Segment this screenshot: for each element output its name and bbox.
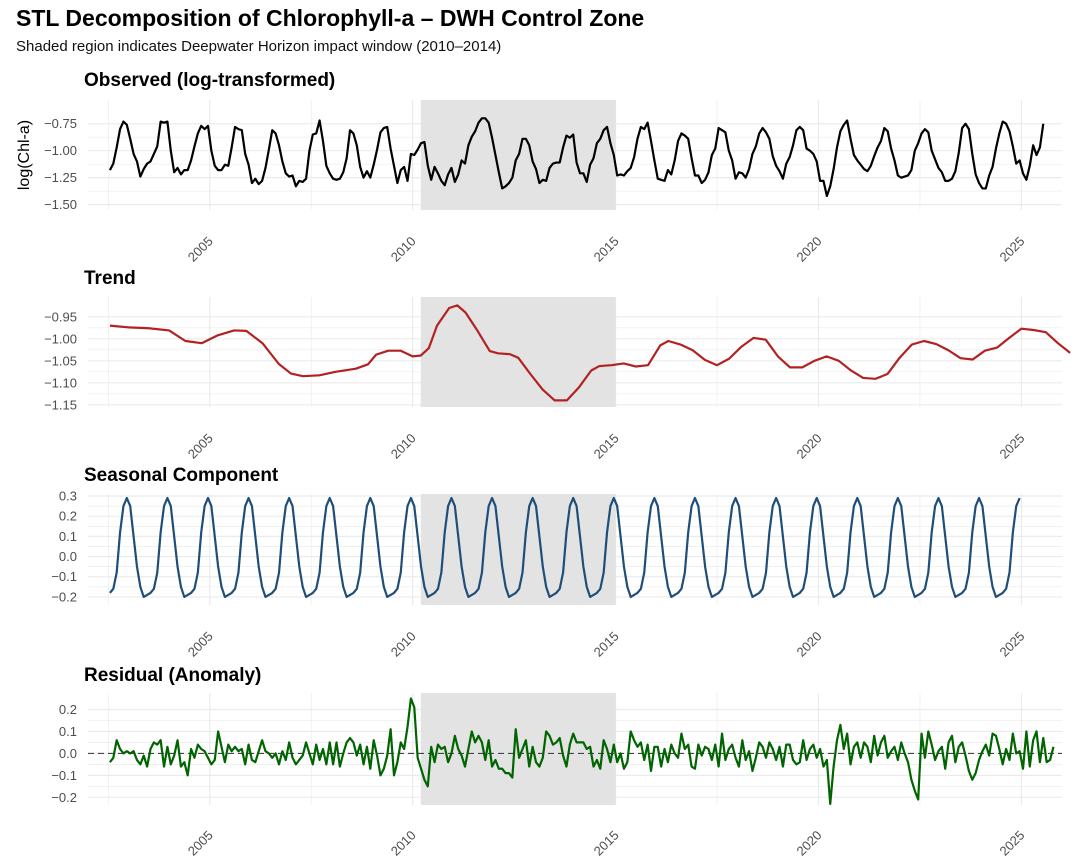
x-tick-label: 2025	[996, 629, 1027, 660]
x-tick-label: 2020	[794, 828, 825, 859]
x-tick-label: 2025	[996, 828, 1027, 859]
y-axis-label: log(Chl-a)	[16, 120, 33, 190]
y-tick-label: 0.2	[59, 509, 77, 524]
y-tick-label: −1.00	[44, 331, 77, 346]
x-tick-label: 2010	[388, 234, 419, 265]
x-tick-label: 2015	[591, 828, 622, 859]
panel-title: Trend	[84, 268, 136, 289]
y-tick-label: 0.0	[59, 549, 77, 564]
x-tick-label: 2010	[388, 431, 419, 462]
x-tick-label: 2005	[185, 234, 216, 265]
panel-title: Observed (log-transformed)	[84, 70, 335, 91]
chart-title: STL Decomposition of Chlorophyll-a – DWH…	[16, 5, 644, 31]
impact-window-shade	[420, 297, 616, 407]
x-tick-label: 2020	[794, 431, 825, 462]
y-tick-label: −1.10	[44, 375, 77, 390]
y-tick-label: −0.2	[51, 790, 77, 805]
x-tick-label: 2015	[591, 629, 622, 660]
panel-trend: Trend −1.15 −1.10 −1.05 −1.00 −0.95 2005 2010 20…	[44, 268, 1071, 462]
panel-residual: Residual (Anomaly) −0.2 −0.1 0.0 0.1 0.2 2005 2…	[51, 665, 1062, 859]
y-tick-label: −1.05	[44, 353, 77, 368]
x-tick-label: 2015	[591, 234, 622, 265]
x-tick-label: 2020	[794, 629, 825, 660]
y-tick-label: 0.1	[59, 529, 77, 544]
y-tick-label: −0.75	[44, 116, 77, 131]
observed-series-line	[108, 117, 1045, 198]
panel-observed: Observed (log-transformed) −1.50 −1.25 −1.0…	[16, 70, 1062, 265]
y-tick-label: −0.95	[44, 309, 77, 324]
y-tick-label: −0.1	[51, 569, 77, 584]
residual-series-line	[109, 697, 1055, 805]
x-tick-label: 2010	[388, 629, 419, 660]
y-tick-label: 0.2	[59, 702, 77, 717]
x-tick-label: 2015	[591, 431, 622, 462]
x-tick-label: 2010	[388, 828, 419, 859]
chart-subtitle: Shaded region indicates Deepwater Horizo…	[16, 38, 501, 55]
trend-series-line	[109, 304, 1071, 402]
panel-seasonal: Seasonal Component −0.2 −0.1 0.0 0.1 0.2 0.3 20…	[51, 465, 1062, 660]
x-tick-label: 2005	[185, 629, 216, 660]
y-tick-label: −1.50	[44, 197, 77, 212]
impact-window-shade	[420, 494, 616, 605]
panel-title: Seasonal Component	[84, 465, 279, 486]
y-tick-label: −0.2	[51, 589, 77, 604]
y-tick-label: 0.3	[59, 489, 77, 504]
y-tick-label: 0.0	[59, 746, 77, 761]
y-tick-label: −1.00	[44, 143, 77, 158]
x-tick-label: 2005	[185, 828, 216, 859]
x-tick-label: 2005	[185, 431, 216, 462]
x-tick-label: 2025	[996, 234, 1027, 265]
y-tick-label: −1.25	[44, 170, 77, 185]
y-tick-label: −0.1	[51, 768, 77, 783]
y-tick-label: −1.15	[44, 397, 77, 412]
y-tick-label: 0.1	[59, 724, 77, 739]
seasonal-series-line	[109, 496, 1021, 599]
x-tick-label: 2025	[996, 431, 1027, 462]
x-tick-label: 2020	[794, 234, 825, 265]
panel-title: Residual (Anomaly)	[84, 665, 261, 686]
